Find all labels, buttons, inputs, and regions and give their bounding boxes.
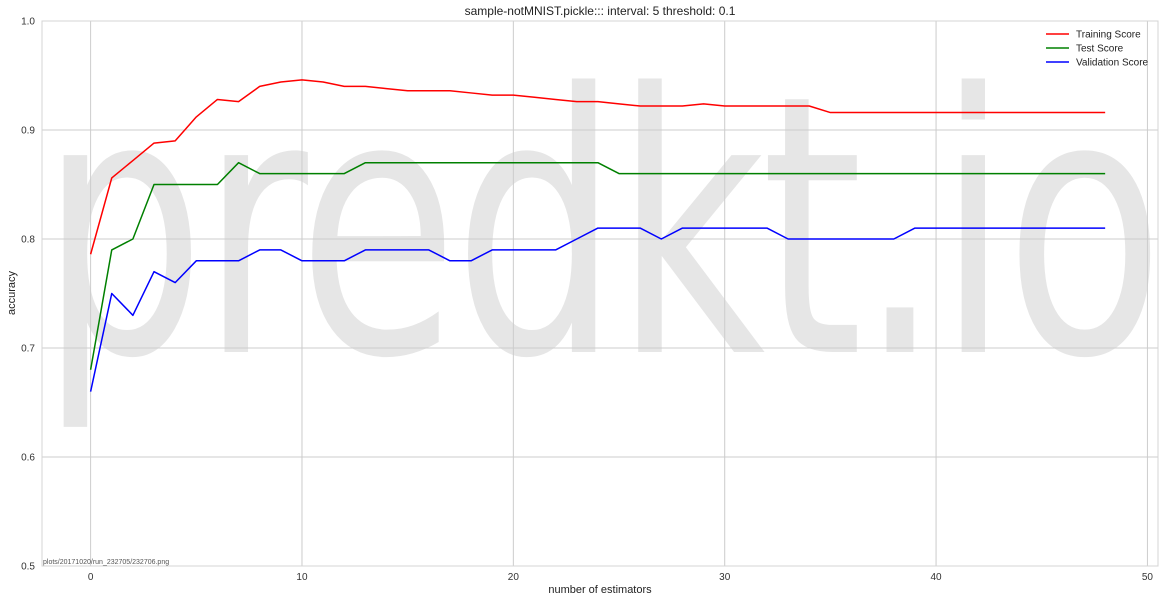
series-layer [89, 79, 1106, 392]
y-tick-label: 0.7 [21, 344, 35, 355]
x-tick-label: 0 [88, 572, 94, 583]
series-line-training-score [89, 79, 1106, 255]
y-tick-label: 0.9 [21, 126, 35, 137]
legend-label-training-score: Training Score [1076, 30, 1141, 41]
legend-label-test-score: Test Score [1076, 44, 1124, 55]
footer-file-path: plots/20171020/run_232705/232706.png [43, 559, 169, 566]
legend: Training Score Test Score Validation Score [1046, 30, 1149, 69]
x-axis-label: number of estimators [548, 584, 652, 596]
y-axis-label: accuracy [6, 270, 18, 315]
x-tick-label: 40 [931, 572, 943, 583]
series-line-validation-score [89, 227, 1106, 392]
y-tick-label: 0.8 [21, 235, 35, 246]
y-tick-label: 0.5 [21, 562, 35, 573]
x-tick-label: 20 [508, 572, 520, 583]
x-tick-label: 10 [296, 572, 308, 583]
tick-layer: 0 10 20 30 40 50 0.5 0.6 0.7 0.8 0.9 1.0 [21, 17, 1153, 584]
y-tick-label: 1.0 [21, 17, 35, 28]
chart-title: sample-notMNIST.pickle::: interval: 5 th… [465, 4, 736, 18]
plot-frame [41, 20, 1159, 567]
legend-label-validation-score: Validation Score [1076, 58, 1149, 69]
x-tick-label: 30 [719, 572, 731, 583]
series-line-test-score [89, 161, 1106, 370]
x-tick-label: 50 [1142, 572, 1154, 583]
y-tick-label: 0.6 [21, 453, 35, 464]
